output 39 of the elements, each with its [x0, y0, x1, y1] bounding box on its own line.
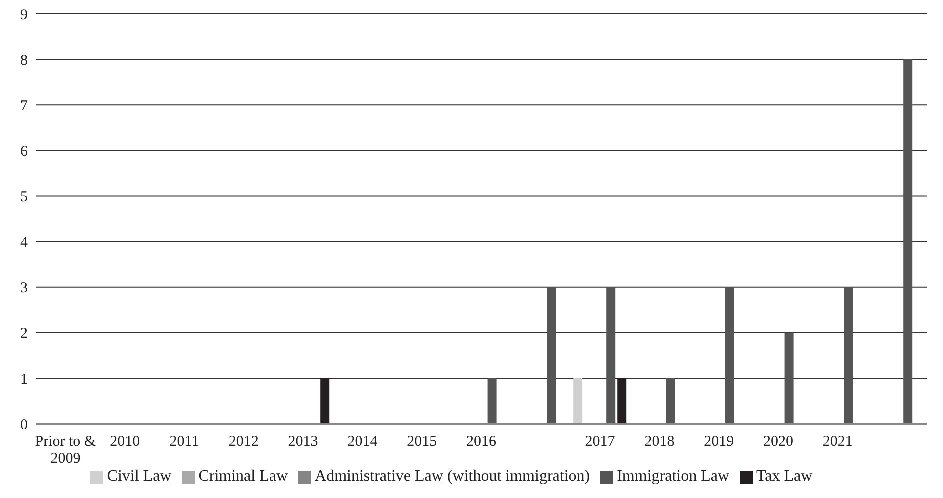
y-tick-label: 6 [20, 144, 28, 160]
legend-label: Administrative Law (without immigration) [315, 468, 590, 485]
bar [725, 287, 734, 424]
y-tick-label: 1 [20, 372, 28, 388]
bar [606, 287, 616, 424]
bar [666, 378, 675, 424]
bar [320, 378, 330, 424]
bar [547, 287, 556, 424]
bar [784, 332, 794, 424]
y-tick-label: 8 [20, 52, 28, 69]
legend-label: Criminal Law [198, 468, 288, 485]
legend-label: Immigration Law [617, 468, 730, 485]
legend-label: Tax Law [756, 468, 813, 485]
x-tick-label: 2020 [764, 434, 794, 450]
x-tick-label: Prior to & 2009 [35, 434, 96, 467]
bar [488, 378, 497, 424]
y-tick-label: 7 [20, 98, 28, 114]
y-tick-label: 9 [20, 7, 28, 24]
y-tick-label: 3 [20, 280, 28, 297]
x-tick-label: 2021 [822, 434, 853, 450]
y-tick-label: 2 [20, 326, 28, 342]
x-tick-label: 2015 [407, 434, 438, 450]
bar [844, 287, 854, 424]
x-tick-label: 2017 [585, 434, 616, 450]
x-tick-label: 2010 [110, 434, 140, 450]
x-tick-label: 2012 [228, 434, 259, 450]
x-tick-label: 2016 [466, 434, 497, 450]
y-tick-label: 4 [20, 235, 28, 252]
y-tick-label: 0 [20, 417, 28, 434]
bar [574, 378, 583, 424]
legend-label: Civil Law [107, 468, 172, 485]
bar [618, 378, 627, 424]
x-tick-label: 2019 [704, 434, 734, 450]
y-tick-label: 5 [20, 190, 28, 206]
x-tick-label: 2011 [170, 434, 200, 450]
x-tick-label: 2013 [288, 434, 318, 450]
bar [904, 60, 913, 424]
x-tick-label: 2018 [644, 434, 675, 450]
x-tick-label: 2014 [348, 434, 378, 450]
